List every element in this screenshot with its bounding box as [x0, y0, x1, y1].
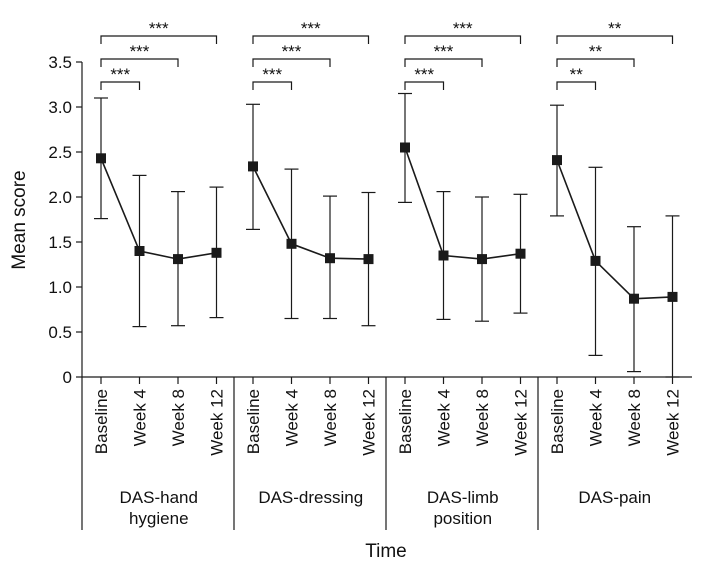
y-tick-label: 1.0: [48, 278, 72, 297]
significance-bracket: [252, 81, 293, 90]
data-point-das-limb-position: [477, 254, 487, 265]
series-line-das-dressing: [252, 166, 369, 260]
significance-bracket: [556, 35, 674, 44]
series-line-das-limb-position: [404, 147, 521, 260]
significance-bracket: [100, 81, 141, 90]
x-tick-label: Week 4: [131, 389, 150, 446]
significance-bracket: [404, 81, 445, 90]
significance-brackets: [100, 35, 674, 90]
data-point-das-limb-position: [438, 250, 449, 261]
x-tick-label: Baseline: [92, 389, 111, 454]
x-tick-label: Week 8: [169, 389, 188, 446]
y-axis-title: Mean score: [9, 170, 30, 269]
x-tick-label: Week 12: [360, 389, 379, 456]
y-tick-label: 2.5: [48, 143, 72, 162]
x-tick-label: Week 12: [208, 389, 227, 456]
significance-bracket: [404, 35, 522, 44]
x-tick-label: Week 12: [664, 389, 683, 456]
y-tick-label: 0: [63, 368, 72, 387]
y-tick-label: 2.0: [48, 188, 72, 207]
x-axis-title: Time: [365, 541, 407, 562]
significance-bracket: [100, 58, 179, 67]
significance-label: ***: [453, 19, 473, 38]
x-tick-label: Baseline: [548, 389, 567, 454]
significance-bracket: [252, 35, 370, 44]
data-point-das-pain: [629, 293, 639, 304]
data-point-das-hand-hygiene: [173, 254, 183, 265]
group-label: position: [433, 509, 492, 528]
significance-label: ***: [262, 65, 282, 84]
group-label: DAS-pain: [578, 488, 651, 507]
x-tick-label: Week 8: [625, 389, 644, 446]
series-line-das-pain: [556, 159, 673, 300]
x-tick-label: Week 4: [283, 389, 302, 446]
significance-bracket: [556, 58, 635, 67]
significance-label: ***: [110, 65, 130, 84]
x-tick-label: Week 12: [512, 389, 531, 456]
group-label: DAS-hand: [120, 488, 198, 507]
x-tick-label: Baseline: [244, 389, 263, 454]
data-point-das-hand-hygiene: [134, 246, 145, 256]
significance-bracket: [252, 58, 331, 67]
significance-label: **: [589, 42, 603, 61]
series-line-das-hand-hygiene: [100, 157, 217, 260]
significance-bracket: [556, 81, 597, 90]
y-tick-label: 3.0: [48, 98, 72, 117]
significance-label: ***: [149, 19, 169, 38]
x-tick-label: Baseline: [396, 389, 415, 454]
x-tick-label: Week 4: [587, 389, 606, 446]
significance-label: ***: [130, 42, 150, 61]
x-tick-label: Week 8: [321, 389, 340, 446]
group-label: DAS-dressing: [258, 488, 363, 507]
significance-label: **: [608, 19, 622, 38]
data-point-das-pain: [552, 155, 562, 166]
significance-label: ***: [414, 65, 434, 84]
data-point-das-pain: [590, 255, 601, 266]
labels: 0 0.5 1.0 1.5 2.0 2.5 3.0 3.5 Baseline Week 4 Week…: [48, 19, 682, 528]
x-tick-label: Week 4: [435, 389, 454, 446]
data-point-das-hand-hygiene: [96, 153, 106, 164]
series: [94, 92, 680, 378]
significance-label: ***: [282, 42, 302, 61]
data-point-das-hand-hygiene: [211, 247, 222, 258]
data-point-das-dressing: [248, 161, 258, 172]
significance-label: ***: [434, 42, 454, 61]
x-tick-label: Week 8: [473, 389, 492, 446]
group-label: hygiene: [129, 509, 189, 528]
significance-label: ***: [301, 19, 321, 38]
axes: [76, 61, 692, 530]
group-label: DAS-limb: [427, 488, 499, 507]
significance-bracket: [404, 58, 483, 67]
data-point-das-dressing: [363, 254, 374, 265]
data-point-das-dressing: [286, 238, 297, 249]
y-tick-label: 3.5: [48, 53, 72, 72]
data-point-das-pain: [667, 291, 678, 302]
significance-label: **: [570, 65, 584, 84]
data-point-das-limb-position: [515, 248, 526, 259]
data-point-das-dressing: [325, 253, 335, 264]
y-tick-label: 1.5: [48, 233, 72, 252]
y-tick-label: 0.5: [48, 323, 72, 342]
data-point-das-limb-position: [400, 142, 410, 153]
significance-bracket: [100, 35, 218, 44]
